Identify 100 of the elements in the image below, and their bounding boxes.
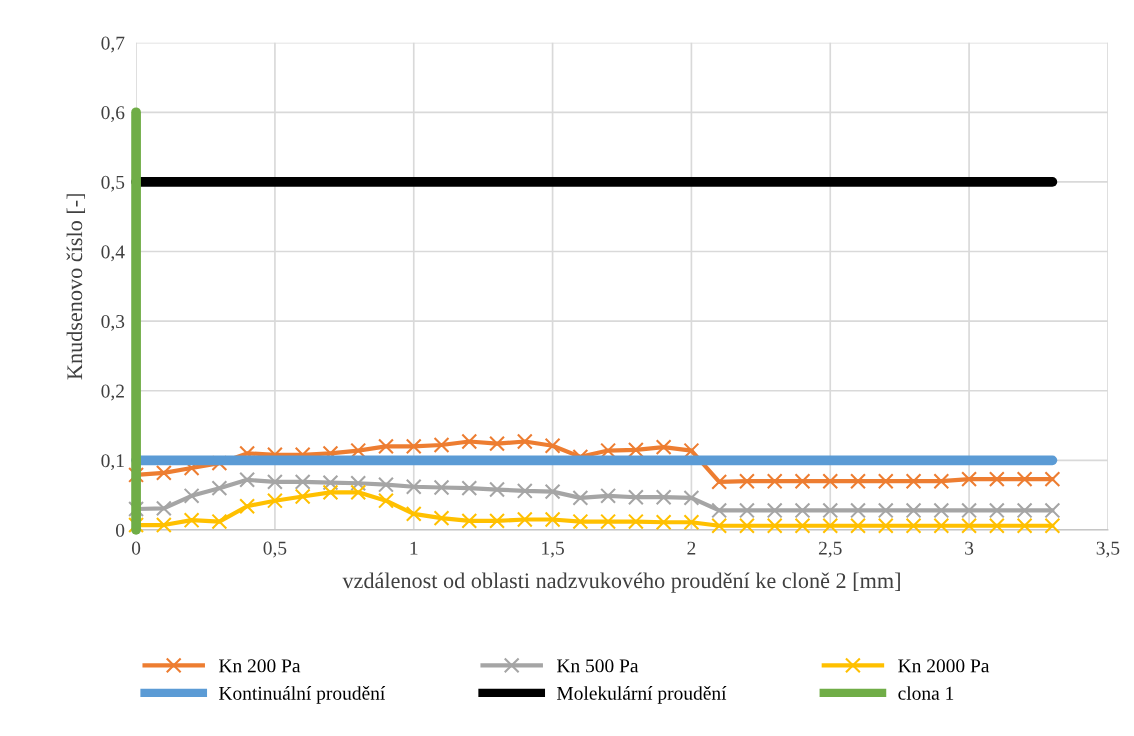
point — [294, 488, 311, 505]
legend-label: Molekulární proudění — [556, 686, 727, 704]
y-tick-label: 0,1 — [101, 454, 124, 471]
point — [711, 517, 728, 534]
point — [516, 433, 533, 450]
point — [1044, 502, 1061, 519]
point — [905, 502, 922, 519]
x-tick-label: 3 — [965, 541, 974, 555]
point — [155, 517, 172, 534]
point — [961, 502, 978, 519]
point — [516, 482, 533, 499]
point — [822, 502, 839, 519]
point — [822, 517, 839, 534]
point — [988, 502, 1005, 519]
point — [211, 513, 228, 530]
point — [322, 474, 339, 491]
x-tick-label: 2 — [687, 541, 696, 555]
point — [350, 475, 367, 492]
point — [239, 498, 256, 515]
point — [211, 480, 228, 497]
point — [850, 517, 866, 534]
point — [655, 439, 672, 456]
point — [489, 435, 506, 452]
point — [600, 487, 617, 504]
point — [1016, 517, 1033, 534]
point — [961, 471, 978, 488]
point — [850, 473, 866, 490]
y-tick-label: 0 — [115, 523, 125, 537]
point — [600, 513, 617, 530]
point — [683, 514, 700, 531]
point — [433, 437, 450, 453]
legend-label: Kn 500 Pa — [556, 659, 639, 673]
point — [877, 502, 894, 519]
point — [183, 512, 200, 529]
point — [766, 517, 783, 534]
y-tick-label: 0,6 — [101, 106, 125, 123]
point — [461, 480, 478, 497]
point — [627, 513, 644, 530]
x-tick-label: 2,5 — [818, 541, 842, 558]
point — [1044, 517, 1061, 534]
point — [1016, 471, 1033, 488]
point — [572, 489, 589, 506]
point — [433, 510, 450, 527]
point — [155, 500, 172, 517]
point — [489, 481, 506, 498]
point — [794, 502, 811, 519]
point — [572, 513, 589, 530]
point — [655, 514, 672, 531]
point — [988, 471, 1005, 488]
point — [711, 502, 728, 519]
y-tick-label: 0,5 — [101, 175, 125, 192]
legend-label: clona 1 — [898, 686, 954, 700]
x-tick-label: 1 — [410, 541, 418, 555]
y-tick-label: 0,4 — [101, 245, 125, 262]
point — [738, 517, 755, 534]
point — [1044, 471, 1061, 488]
point — [683, 489, 700, 506]
point — [461, 512, 478, 529]
point — [961, 517, 978, 534]
x-tick-label: 0 — [131, 541, 141, 555]
point — [294, 473, 311, 490]
point — [905, 517, 922, 534]
point — [405, 438, 422, 455]
x-tick-label: 1,5 — [542, 541, 564, 558]
point — [877, 473, 894, 490]
point — [544, 511, 561, 528]
point — [378, 476, 394, 493]
y-tick-label: 0,2 — [101, 384, 124, 401]
point — [155, 464, 172, 481]
point — [933, 502, 950, 519]
point — [850, 502, 866, 519]
point — [766, 473, 783, 490]
y-tick-label: 0,7 — [101, 36, 125, 53]
point — [239, 471, 256, 488]
point — [711, 473, 728, 490]
point — [627, 441, 644, 458]
y-axis-title: Knudsenovo číslo [-] — [66, 194, 86, 380]
point — [322, 484, 339, 501]
point — [266, 492, 283, 509]
point — [738, 502, 755, 519]
point — [794, 517, 811, 534]
point — [794, 473, 811, 490]
point — [516, 511, 533, 528]
point — [544, 483, 561, 500]
point — [266, 473, 283, 490]
legend-label: Kontinuální proudění — [218, 686, 386, 704]
legend-label: Kn 200 Pa — [218, 659, 301, 673]
point — [933, 473, 950, 490]
point — [1016, 502, 1033, 519]
point — [489, 512, 506, 529]
x-axis-title: vzdálenost od oblasti nadzvukového proudění ke cloně 2 [mm] — [342, 572, 900, 593]
point — [544, 437, 561, 454]
point — [738, 473, 755, 490]
point — [183, 487, 200, 504]
point — [433, 479, 450, 496]
point — [350, 484, 367, 501]
point — [627, 489, 644, 506]
point — [822, 473, 839, 490]
x-tick-label: 0,5 — [263, 541, 287, 558]
point — [461, 433, 478, 450]
